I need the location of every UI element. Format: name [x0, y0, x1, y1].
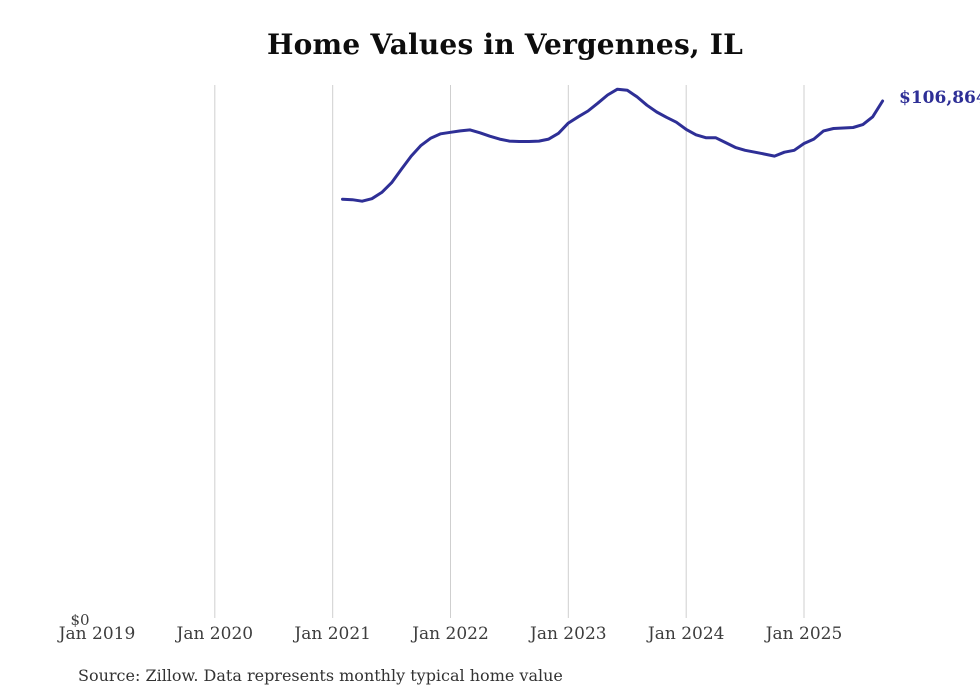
x-tick-label-2024: Jan 2024 [647, 624, 725, 644]
source-note: Source: Zillow. Data represents monthly … [78, 666, 563, 685]
y-axis-zero-label: $0 [70, 611, 90, 629]
latest-value-label: $106,864 [899, 88, 980, 108]
chart-title: Home Values in Vergennes, IL [267, 28, 743, 61]
x-tick-label-2025: Jan 2025 [765, 624, 843, 644]
x-tick-label-2023: Jan 2023 [530, 624, 607, 644]
x-tick-label-2021: Jan 2021 [294, 624, 371, 644]
x-tick-label-2022: Jan 2022 [412, 624, 489, 644]
x-tick-label-2019: Jan 2019 [58, 624, 136, 644]
x-tick-label-2020: Jan 2020 [176, 624, 254, 644]
home-value-line [341, 87, 885, 203]
